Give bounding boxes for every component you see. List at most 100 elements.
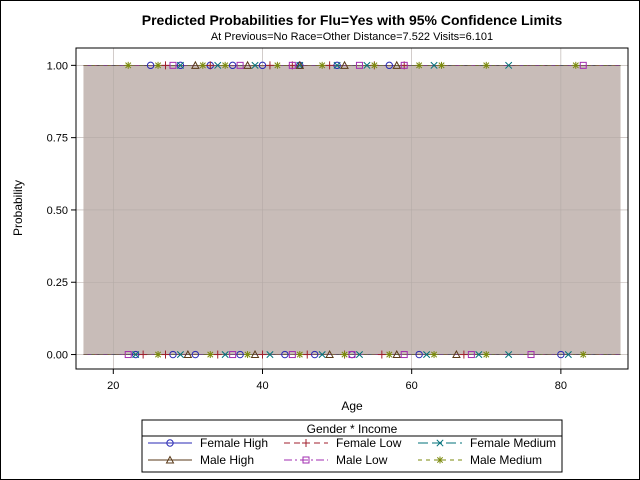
- data-point: [199, 61, 207, 69]
- data-point: [318, 350, 326, 359]
- data-point: [430, 61, 438, 69]
- plot-border: [75, 47, 629, 370]
- data-point: [296, 61, 304, 69]
- legend: Gender * Income Female High Female Low Fem…: [141, 419, 563, 473]
- y-axis-label: Probability: [11, 180, 25, 236]
- data-point: [266, 350, 274, 359]
- data-point: [527, 351, 535, 359]
- data-point: [564, 350, 572, 359]
- data-point: [206, 61, 215, 70]
- data-point: [191, 350, 200, 359]
- legend-marker: [302, 456, 310, 464]
- x-tick-label: 60: [406, 380, 418, 392]
- legend-entry: Female High: [148, 436, 268, 450]
- data-point: [124, 61, 132, 69]
- data-point: [333, 61, 341, 69]
- legend-label: Male Medium: [470, 453, 542, 467]
- data-point: [169, 61, 177, 69]
- y-tick-label: 0.00: [47, 350, 68, 362]
- y-tick-label: 0.25: [47, 277, 68, 289]
- data-point: [288, 351, 296, 359]
- data-point: [303, 350, 312, 359]
- data-point: [385, 351, 393, 359]
- series-male-medium: [124, 61, 587, 359]
- chart-title: Predicted Probabilities for Flu=Yes with…: [142, 12, 563, 28]
- x-tick-label: 40: [256, 380, 268, 392]
- data-point: [191, 60, 200, 69]
- data-point: [146, 61, 155, 70]
- data-point: [325, 61, 334, 70]
- data-point: [475, 350, 483, 359]
- data-point: [176, 61, 185, 70]
- data-point: [400, 61, 408, 69]
- data-point: [183, 349, 193, 359]
- legend-marker: [436, 439, 444, 447]
- data-point: [214, 61, 222, 69]
- data-point: [273, 61, 281, 69]
- data-point: [348, 351, 356, 359]
- data-point: [258, 350, 267, 359]
- data-point: [377, 350, 386, 359]
- data-point: [400, 351, 408, 359]
- data-point: [176, 61, 184, 69]
- data-point: [265, 61, 274, 70]
- data-point: [251, 61, 259, 69]
- data-point: [161, 350, 170, 359]
- data-point: [363, 61, 371, 69]
- data-point: [139, 350, 148, 359]
- legend-label: Male Low: [336, 453, 388, 467]
- legend-label: Female Low: [336, 436, 402, 450]
- data-point: [438, 61, 446, 69]
- data-point: [355, 350, 364, 359]
- legend-title: Gender * Income: [307, 422, 398, 436]
- data-point: [132, 350, 140, 359]
- data-point: [482, 61, 490, 69]
- data-point: [161, 61, 170, 70]
- data-point: [228, 61, 237, 70]
- legend-entry: Male Low: [284, 453, 388, 467]
- data-point: [154, 351, 162, 359]
- chart-subtitle: At Previous=No Race=Other Distance=7.522…: [211, 31, 493, 43]
- data-point: [311, 350, 319, 359]
- data-point: [154, 61, 162, 69]
- data-point: [296, 351, 304, 359]
- data-point: [221, 61, 229, 69]
- data-point: [392, 349, 402, 359]
- data-point: [288, 61, 296, 69]
- legend-entry: Male High: [148, 453, 254, 467]
- data-point: [392, 60, 402, 69]
- data-point: [244, 351, 252, 359]
- data-point: [505, 350, 513, 359]
- data-point: [505, 61, 513, 69]
- data-point: [467, 351, 475, 359]
- data-point: [236, 61, 244, 69]
- data-point: [258, 61, 267, 70]
- data-point: [281, 350, 289, 359]
- data-point: [355, 61, 363, 69]
- data-point: [482, 351, 490, 359]
- data-point: [169, 350, 177, 359]
- data-point: [131, 350, 140, 359]
- data-point: [423, 350, 431, 359]
- data-point: [176, 350, 184, 359]
- legend-marker: [436, 456, 444, 464]
- y-tick-label: 0.75: [47, 133, 68, 145]
- data-point: [415, 350, 423, 359]
- x-axis-label: Age: [341, 399, 363, 413]
- data-point: [579, 351, 587, 359]
- data-point: [341, 351, 349, 359]
- data-point: [557, 350, 565, 359]
- data-point: [236, 350, 244, 359]
- x-tick-label: 80: [555, 380, 567, 392]
- data-point: [206, 351, 214, 359]
- data-point: [452, 349, 461, 359]
- data-point: [243, 60, 252, 69]
- series-female-medium: [132, 61, 572, 359]
- legend-entry: Male Medium: [418, 453, 542, 467]
- data-point: [459, 350, 468, 359]
- data-point: [385, 61, 393, 70]
- data-point: [229, 351, 237, 359]
- y-tick-label: 1.00: [47, 60, 68, 72]
- legend-box: [141, 419, 563, 473]
